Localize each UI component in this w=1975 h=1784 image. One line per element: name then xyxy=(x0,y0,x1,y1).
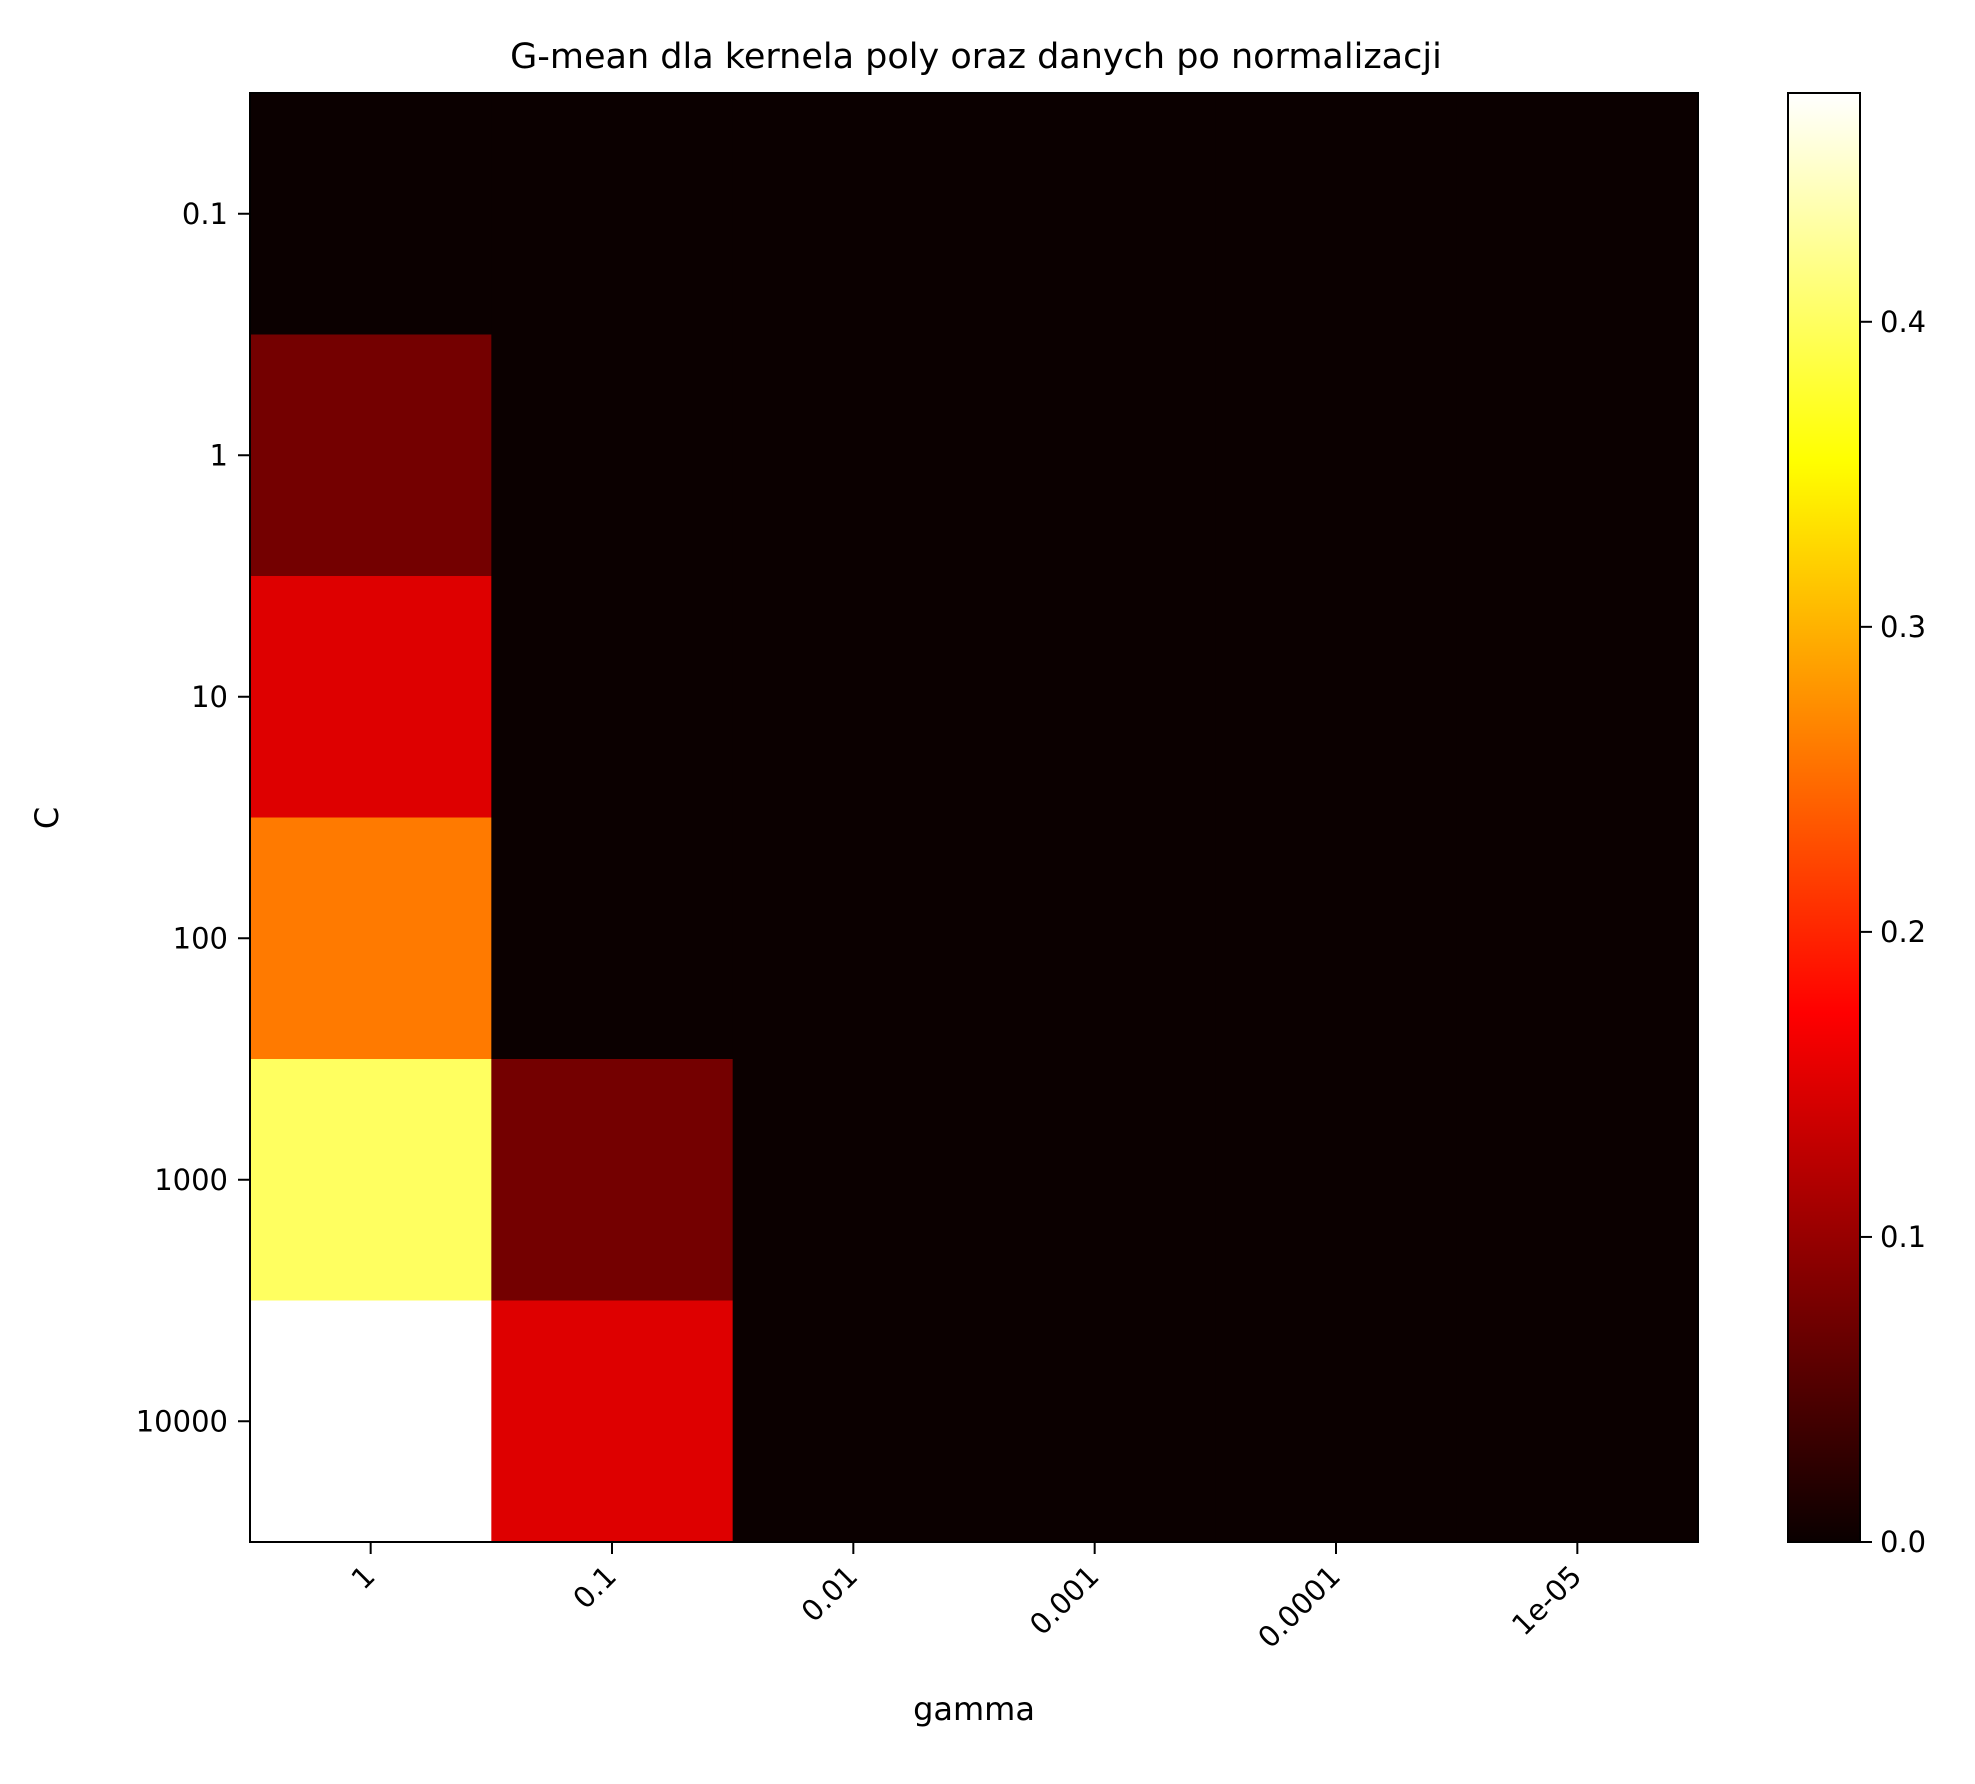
heatmap-cell xyxy=(1215,334,1458,577)
heatmap-cell xyxy=(732,1300,975,1543)
x-tick-label: 1 xyxy=(345,1559,382,1596)
colorbar xyxy=(1787,92,1861,1543)
y-axis-ticks: 0.1 1 10 100 1000 10000 xyxy=(136,197,250,1438)
colorbar-tick-label: 0.2 xyxy=(1880,915,1926,949)
heatmap-cell xyxy=(250,334,492,577)
heatmap-cell xyxy=(974,817,1216,1060)
heatmap-cell xyxy=(1456,576,1699,818)
y-tick-label: 10 xyxy=(191,680,228,714)
heatmap-cell xyxy=(1456,1300,1699,1543)
heatmap-cell xyxy=(250,1300,492,1543)
y-tick-label: 1000 xyxy=(154,1163,228,1197)
heatmap-cell xyxy=(250,93,492,335)
heatmap-cell xyxy=(732,93,975,335)
x-tick-label: 0.0001 xyxy=(1251,1559,1347,1655)
heatmap-cell xyxy=(491,576,734,818)
x-tick-label: 1e-05 xyxy=(1505,1559,1588,1642)
heatmap-cell xyxy=(974,576,1216,818)
heatmap-cell xyxy=(1456,93,1699,335)
heatmap-cell xyxy=(1456,817,1699,1060)
heatmap-cell xyxy=(732,334,975,577)
colorbar-tick-label: 0.3 xyxy=(1880,610,1926,644)
x-tick-label: 0.1 xyxy=(566,1559,623,1616)
heatmap-cell xyxy=(1215,93,1458,335)
heatmap-cell xyxy=(250,817,492,1060)
heatmap-cell xyxy=(250,576,492,818)
heatmap-cell xyxy=(732,817,975,1060)
colorbar-ticks: 0.0 0.1 0.2 0.3 0.4 xyxy=(1860,305,1926,1559)
heatmap-cell xyxy=(974,1300,1216,1543)
heatmap-cell xyxy=(974,93,1216,335)
y-tick-label: 10000 xyxy=(136,1404,228,1438)
heatmap-cell xyxy=(1215,1300,1458,1543)
heatmap-cell xyxy=(250,1059,492,1301)
heatmap-cell xyxy=(1215,1059,1458,1301)
x-tick-label: 0.01 xyxy=(795,1559,865,1629)
heatmap-cell xyxy=(491,93,734,335)
y-tick-label: 0.1 xyxy=(182,197,228,231)
x-tick-label: 0.001 xyxy=(1023,1559,1106,1642)
y-tick-label: 100 xyxy=(173,921,228,955)
heatmap-cell xyxy=(1215,817,1458,1060)
colorbar-tick-label: 0.1 xyxy=(1880,1220,1926,1254)
heatmap-cell xyxy=(1215,576,1458,818)
x-axis-label: gamma xyxy=(913,1690,1035,1728)
plot-frame xyxy=(249,92,1699,1543)
heatmap-cell xyxy=(1456,1059,1699,1301)
heatmap-cell xyxy=(732,576,975,818)
y-axis-label: C xyxy=(28,807,66,829)
heatmap-cells xyxy=(250,93,1699,1543)
y-tick-label: 1 xyxy=(210,438,228,472)
heatmap-cell xyxy=(491,817,734,1060)
x-axis-ticks: 1 0.1 0.01 0.001 0.0001 1e-05 xyxy=(345,1542,1588,1655)
heatmap-cell xyxy=(732,1059,975,1301)
heatmap-cell xyxy=(491,1300,734,1543)
heatmap-cell xyxy=(1456,334,1699,577)
colorbar-tick-label: 0.4 xyxy=(1880,305,1926,339)
colorbar-tick-label: 0.0 xyxy=(1880,1525,1926,1559)
heatmap-cell xyxy=(974,334,1216,577)
heatmap-cell xyxy=(974,1059,1216,1301)
heatmap-cell xyxy=(491,1059,734,1301)
chart-title: G-mean dla kernela poly oraz danych po n… xyxy=(510,37,1442,77)
heatmap-cell xyxy=(491,334,734,577)
